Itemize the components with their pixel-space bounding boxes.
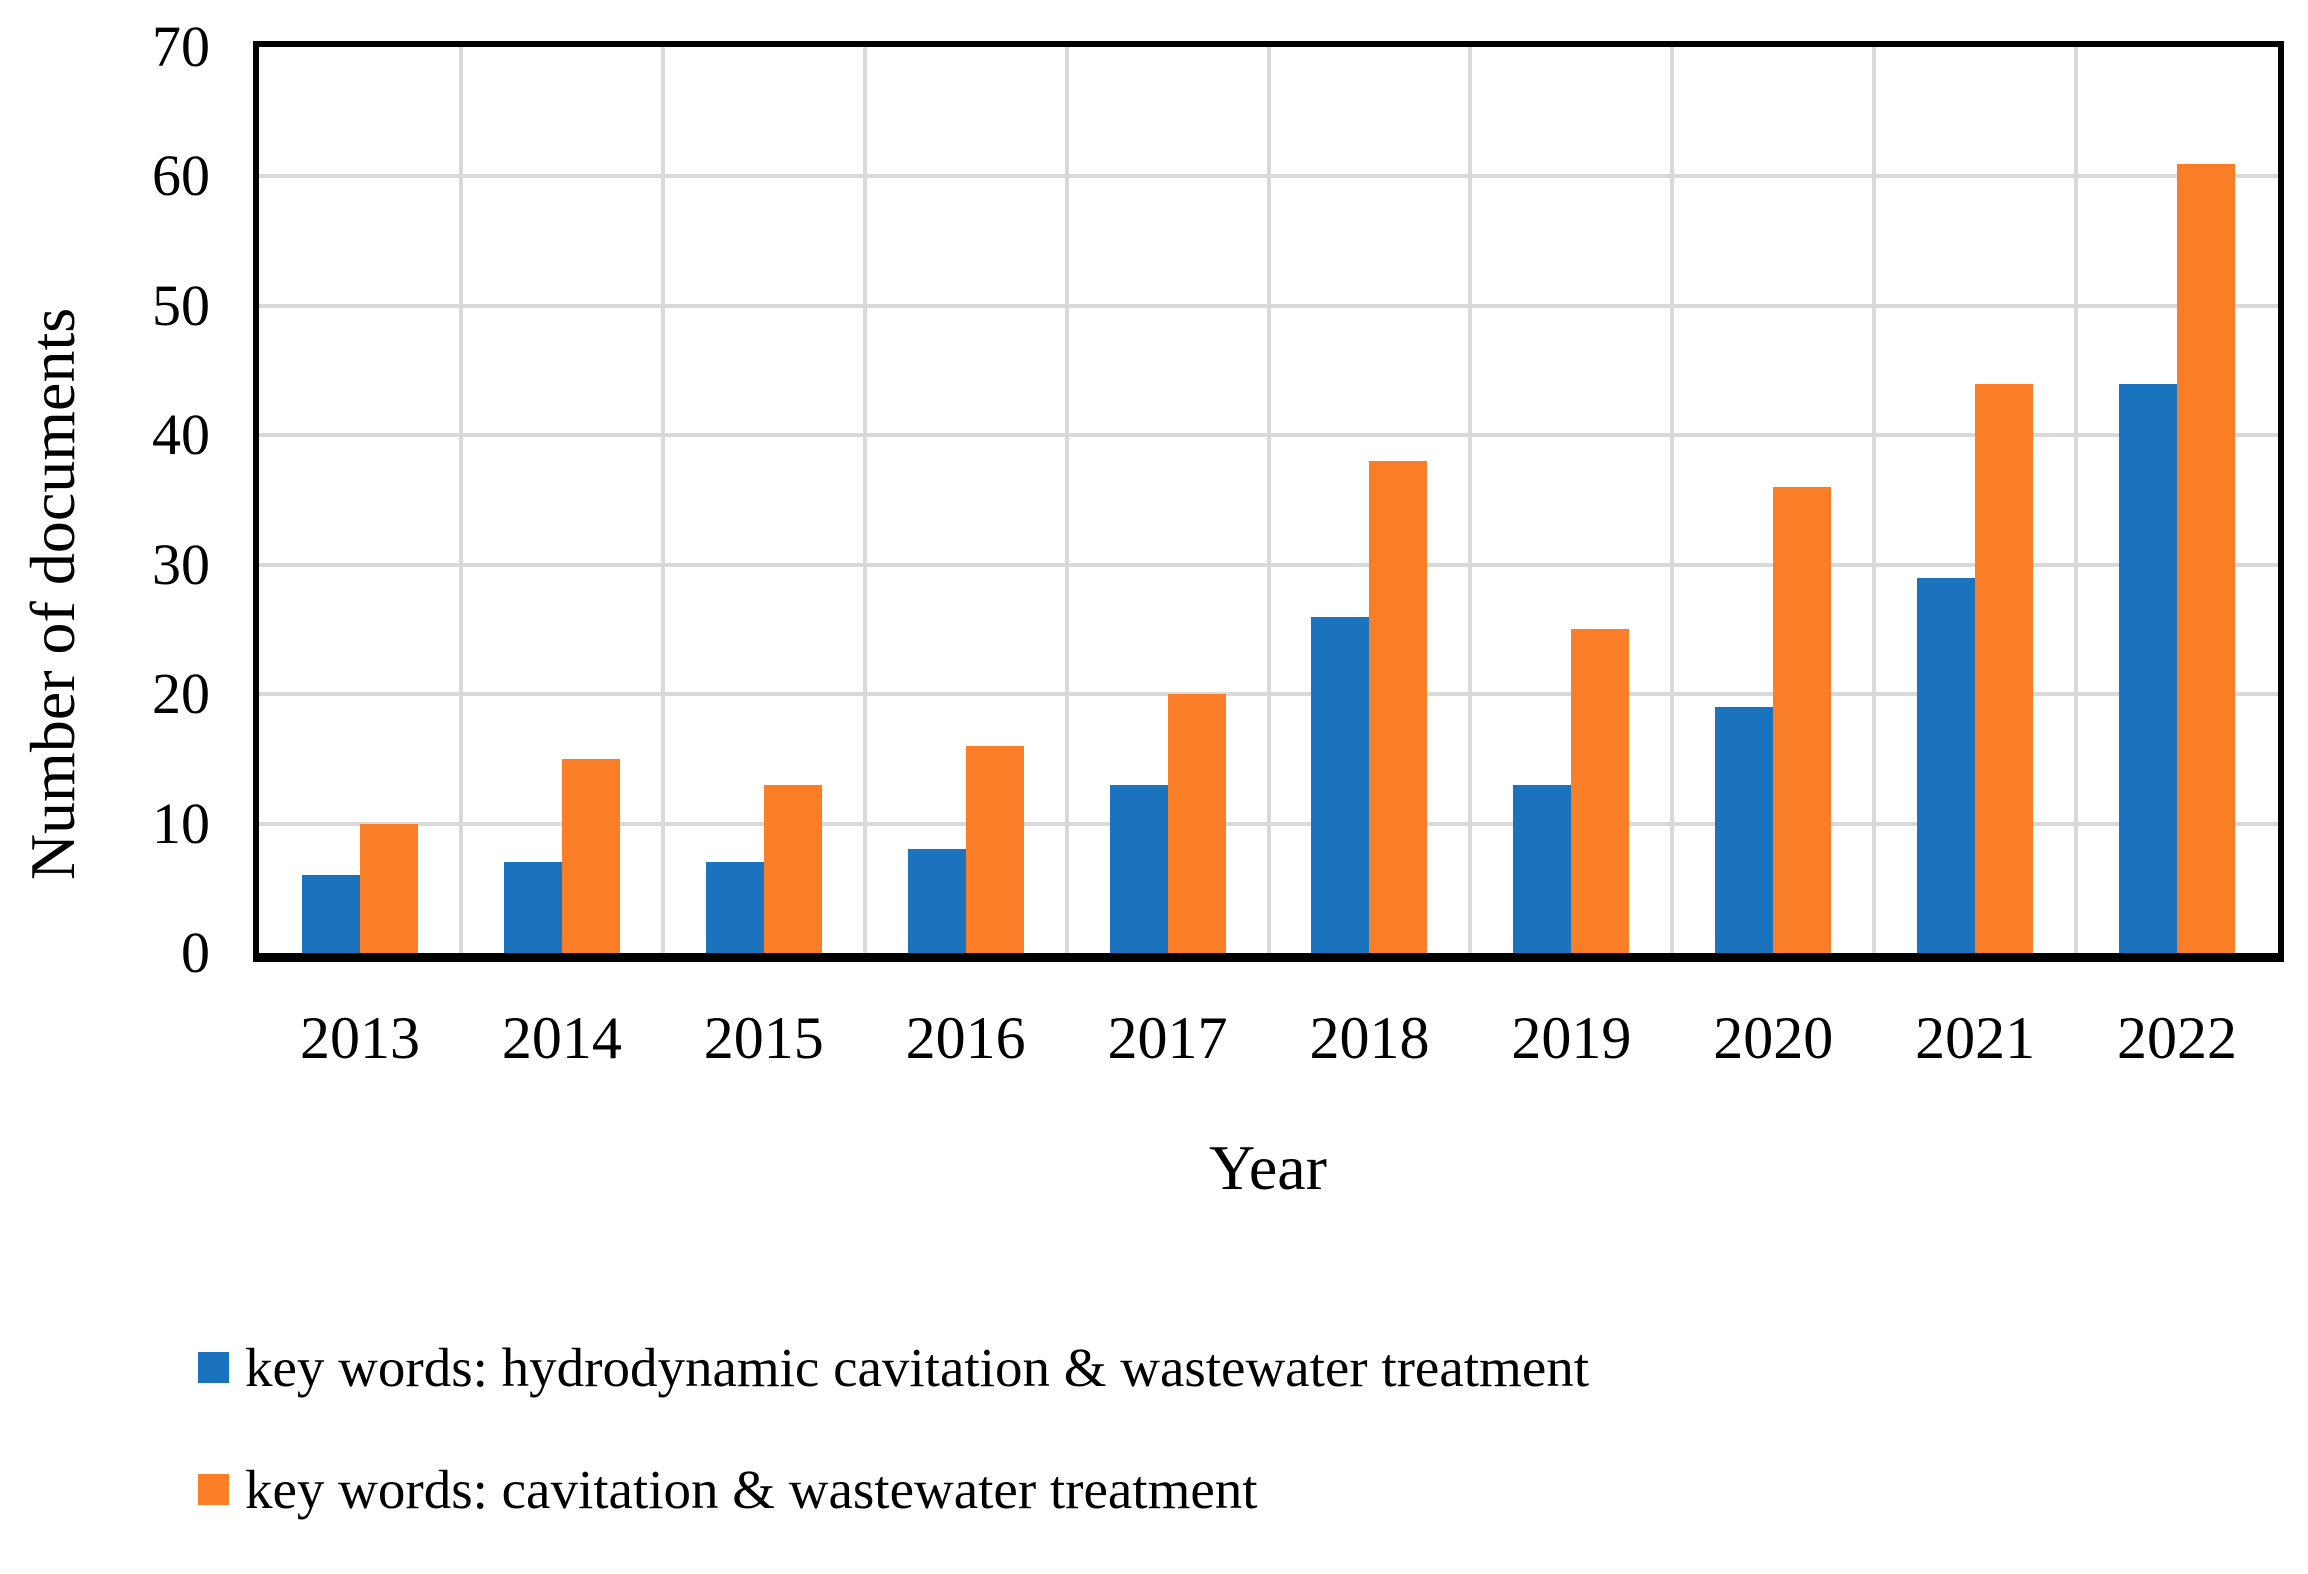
x-tick-label-2014: 2014 xyxy=(501,1005,622,1071)
x-tick-label-2022: 2022 xyxy=(2117,1005,2238,1071)
bar-2022-series-1 xyxy=(2119,383,2178,953)
bar-2016-series-2 xyxy=(965,745,1024,953)
legend-marker-series-2 xyxy=(198,1473,229,1505)
x-tick-label-2017: 2017 xyxy=(1107,1005,1228,1071)
bar-2019-series-1 xyxy=(1513,784,1572,953)
bar-2019-series-2 xyxy=(1571,629,1630,953)
legend-item-series-1: key words: hydrodynamic cavitation & was… xyxy=(198,1330,1589,1404)
bar-2017-series-2 xyxy=(1167,694,1226,953)
x-tick-label-2013: 2013 xyxy=(299,1005,420,1071)
y-tick-label-10: 10 xyxy=(152,790,210,856)
bar-2022-series-2 xyxy=(2177,163,2236,953)
bar-2017-series-1 xyxy=(1109,784,1168,953)
y-tick-label-40: 40 xyxy=(152,402,210,468)
x-tick-label-2021: 2021 xyxy=(1915,1005,2036,1071)
v-gridline-2014 xyxy=(458,47,463,953)
x-tick-label-2020: 2020 xyxy=(1713,1005,1834,1071)
bar-2021-series-2 xyxy=(1975,383,2034,953)
v-gridline-2021 xyxy=(1872,47,1877,953)
v-gridline-2020 xyxy=(1670,47,1675,953)
bar-2015-series-2 xyxy=(763,784,822,953)
legend-marker-series-1 xyxy=(198,1351,229,1383)
y-axis-title: Number of documents xyxy=(17,307,88,881)
legend-label-series-2: key words: cavitation & wastewater treat… xyxy=(245,1458,1258,1520)
bar-2018-series-2 xyxy=(1369,461,1428,953)
v-gridline-2018 xyxy=(1266,47,1271,953)
v-gridline-2017 xyxy=(1064,47,1069,953)
v-gridline-2022 xyxy=(2074,47,2079,953)
x-tick-label-2019: 2019 xyxy=(1511,1005,1632,1071)
v-gridline-2019 xyxy=(1468,47,1473,953)
x-tick-label-2018: 2018 xyxy=(1309,1005,1430,1071)
v-gridline-2015 xyxy=(660,47,665,953)
x-tick-label-2015: 2015 xyxy=(703,1005,824,1071)
bar-2020-series-1 xyxy=(1715,707,1774,953)
bar-2013-series-1 xyxy=(301,875,360,953)
v-gridline-2016 xyxy=(862,47,867,953)
bar-2014-series-1 xyxy=(503,862,562,953)
y-tick-label-20: 20 xyxy=(152,661,210,727)
plot-area xyxy=(253,41,2284,962)
x-axis-title: Year xyxy=(1209,1132,1327,1203)
y-tick-label-0: 0 xyxy=(181,920,210,985)
y-tick-label-30: 30 xyxy=(152,531,210,597)
y-tick-label-50: 50 xyxy=(152,272,210,338)
legend-item-series-2: key words: cavitation & wastewater treat… xyxy=(198,1452,1589,1526)
y-tick-label-60: 60 xyxy=(152,143,210,209)
legend-label-series-1: key words: hydrodynamic cavitation & was… xyxy=(245,1336,1590,1398)
bar-2015-series-1 xyxy=(705,862,764,953)
bar-2016-series-1 xyxy=(907,849,966,953)
chart-legend: key words: hydrodynamic cavitation & was… xyxy=(198,1330,1589,1574)
bar-2014-series-2 xyxy=(561,758,620,953)
bar-2018-series-1 xyxy=(1311,616,1370,953)
y-tick-label-70: 70 xyxy=(152,14,210,79)
x-tick-label-2016: 2016 xyxy=(905,1005,1026,1071)
bar-2013-series-2 xyxy=(359,823,418,953)
bar-2021-series-1 xyxy=(1917,577,1976,953)
bar-2020-series-2 xyxy=(1773,487,1832,953)
